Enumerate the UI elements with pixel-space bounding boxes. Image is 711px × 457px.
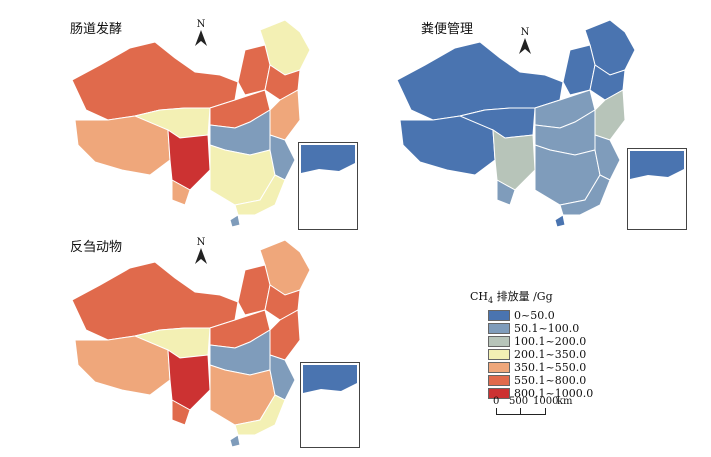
south-china-sea-inset — [627, 148, 687, 230]
map-panel-manure: 粪便管理 N — [385, 10, 687, 235]
scale-tick-1000: 1000 — [533, 396, 559, 407]
legend-item: 0~50.0 — [488, 309, 593, 322]
north-label: N — [520, 27, 530, 38]
south-china-sea-inset — [298, 142, 358, 230]
legend-label: 350.1~550.0 — [514, 361, 587, 375]
map-panel-ruminant: 反刍动物 N — [60, 230, 360, 455]
china-map-enteric — [71, 19, 311, 228]
legend-item: 100.1~200.0 — [488, 335, 593, 348]
legend-swatch — [488, 310, 510, 322]
legend-label: 550.1~800.0 — [514, 374, 587, 388]
legend-swatch — [488, 388, 510, 400]
map-title-manure: 粪便管理 — [421, 22, 474, 37]
legend-item: 50.1~100.0 — [488, 322, 593, 335]
scale-bar-line — [496, 408, 546, 415]
legend-swatch — [488, 349, 510, 361]
scale-tick-500: 500 — [509, 396, 529, 407]
legend-label: 200.1~350.0 — [514, 348, 587, 362]
legend-item: 550.1~800.0 — [488, 374, 593, 387]
legend-label: 50.1~100.0 — [514, 322, 580, 336]
china-map-manure — [396, 19, 636, 228]
scale-bar-mid — [520, 408, 521, 414]
legend-label: 100.1~200.0 — [514, 335, 587, 349]
legend-swatch — [488, 336, 510, 348]
legend-label: 0~50.0 — [514, 309, 555, 323]
legend-label: 800.1~1000.0 — [514, 387, 594, 401]
north-arrow-icon: N — [517, 28, 533, 54]
china-map-ruminant — [71, 239, 311, 448]
legend-swatch — [488, 323, 510, 335]
legend-swatch — [488, 375, 510, 387]
legend-swatch — [488, 362, 510, 374]
legend-title: CH4 排放量 /Gg — [470, 290, 553, 306]
legend-item: 800.1~1000.0 — [488, 387, 593, 400]
map-title-ruminant: 反刍动物 — [70, 240, 123, 255]
north-arrow-icon: N — [193, 238, 209, 264]
map-title-enteric: 肠道发酵 — [70, 22, 123, 37]
legend-item: 200.1~350.0 — [488, 348, 593, 361]
map-panel-enteric: 肠道发酵 N — [60, 10, 360, 235]
legend-item: 350.1~550.0 — [488, 361, 593, 374]
map-legend: CH4 排放量 /Gg 0~50.0 50.1~100.0 100.1~200.0 2… — [470, 288, 593, 400]
scale-tick-0: 0 — [493, 396, 500, 407]
north-arrow-icon: N — [193, 20, 209, 46]
north-label: N — [196, 237, 206, 248]
scale-unit: km — [557, 396, 573, 407]
north-label: N — [196, 19, 206, 30]
south-china-sea-inset — [300, 362, 360, 448]
